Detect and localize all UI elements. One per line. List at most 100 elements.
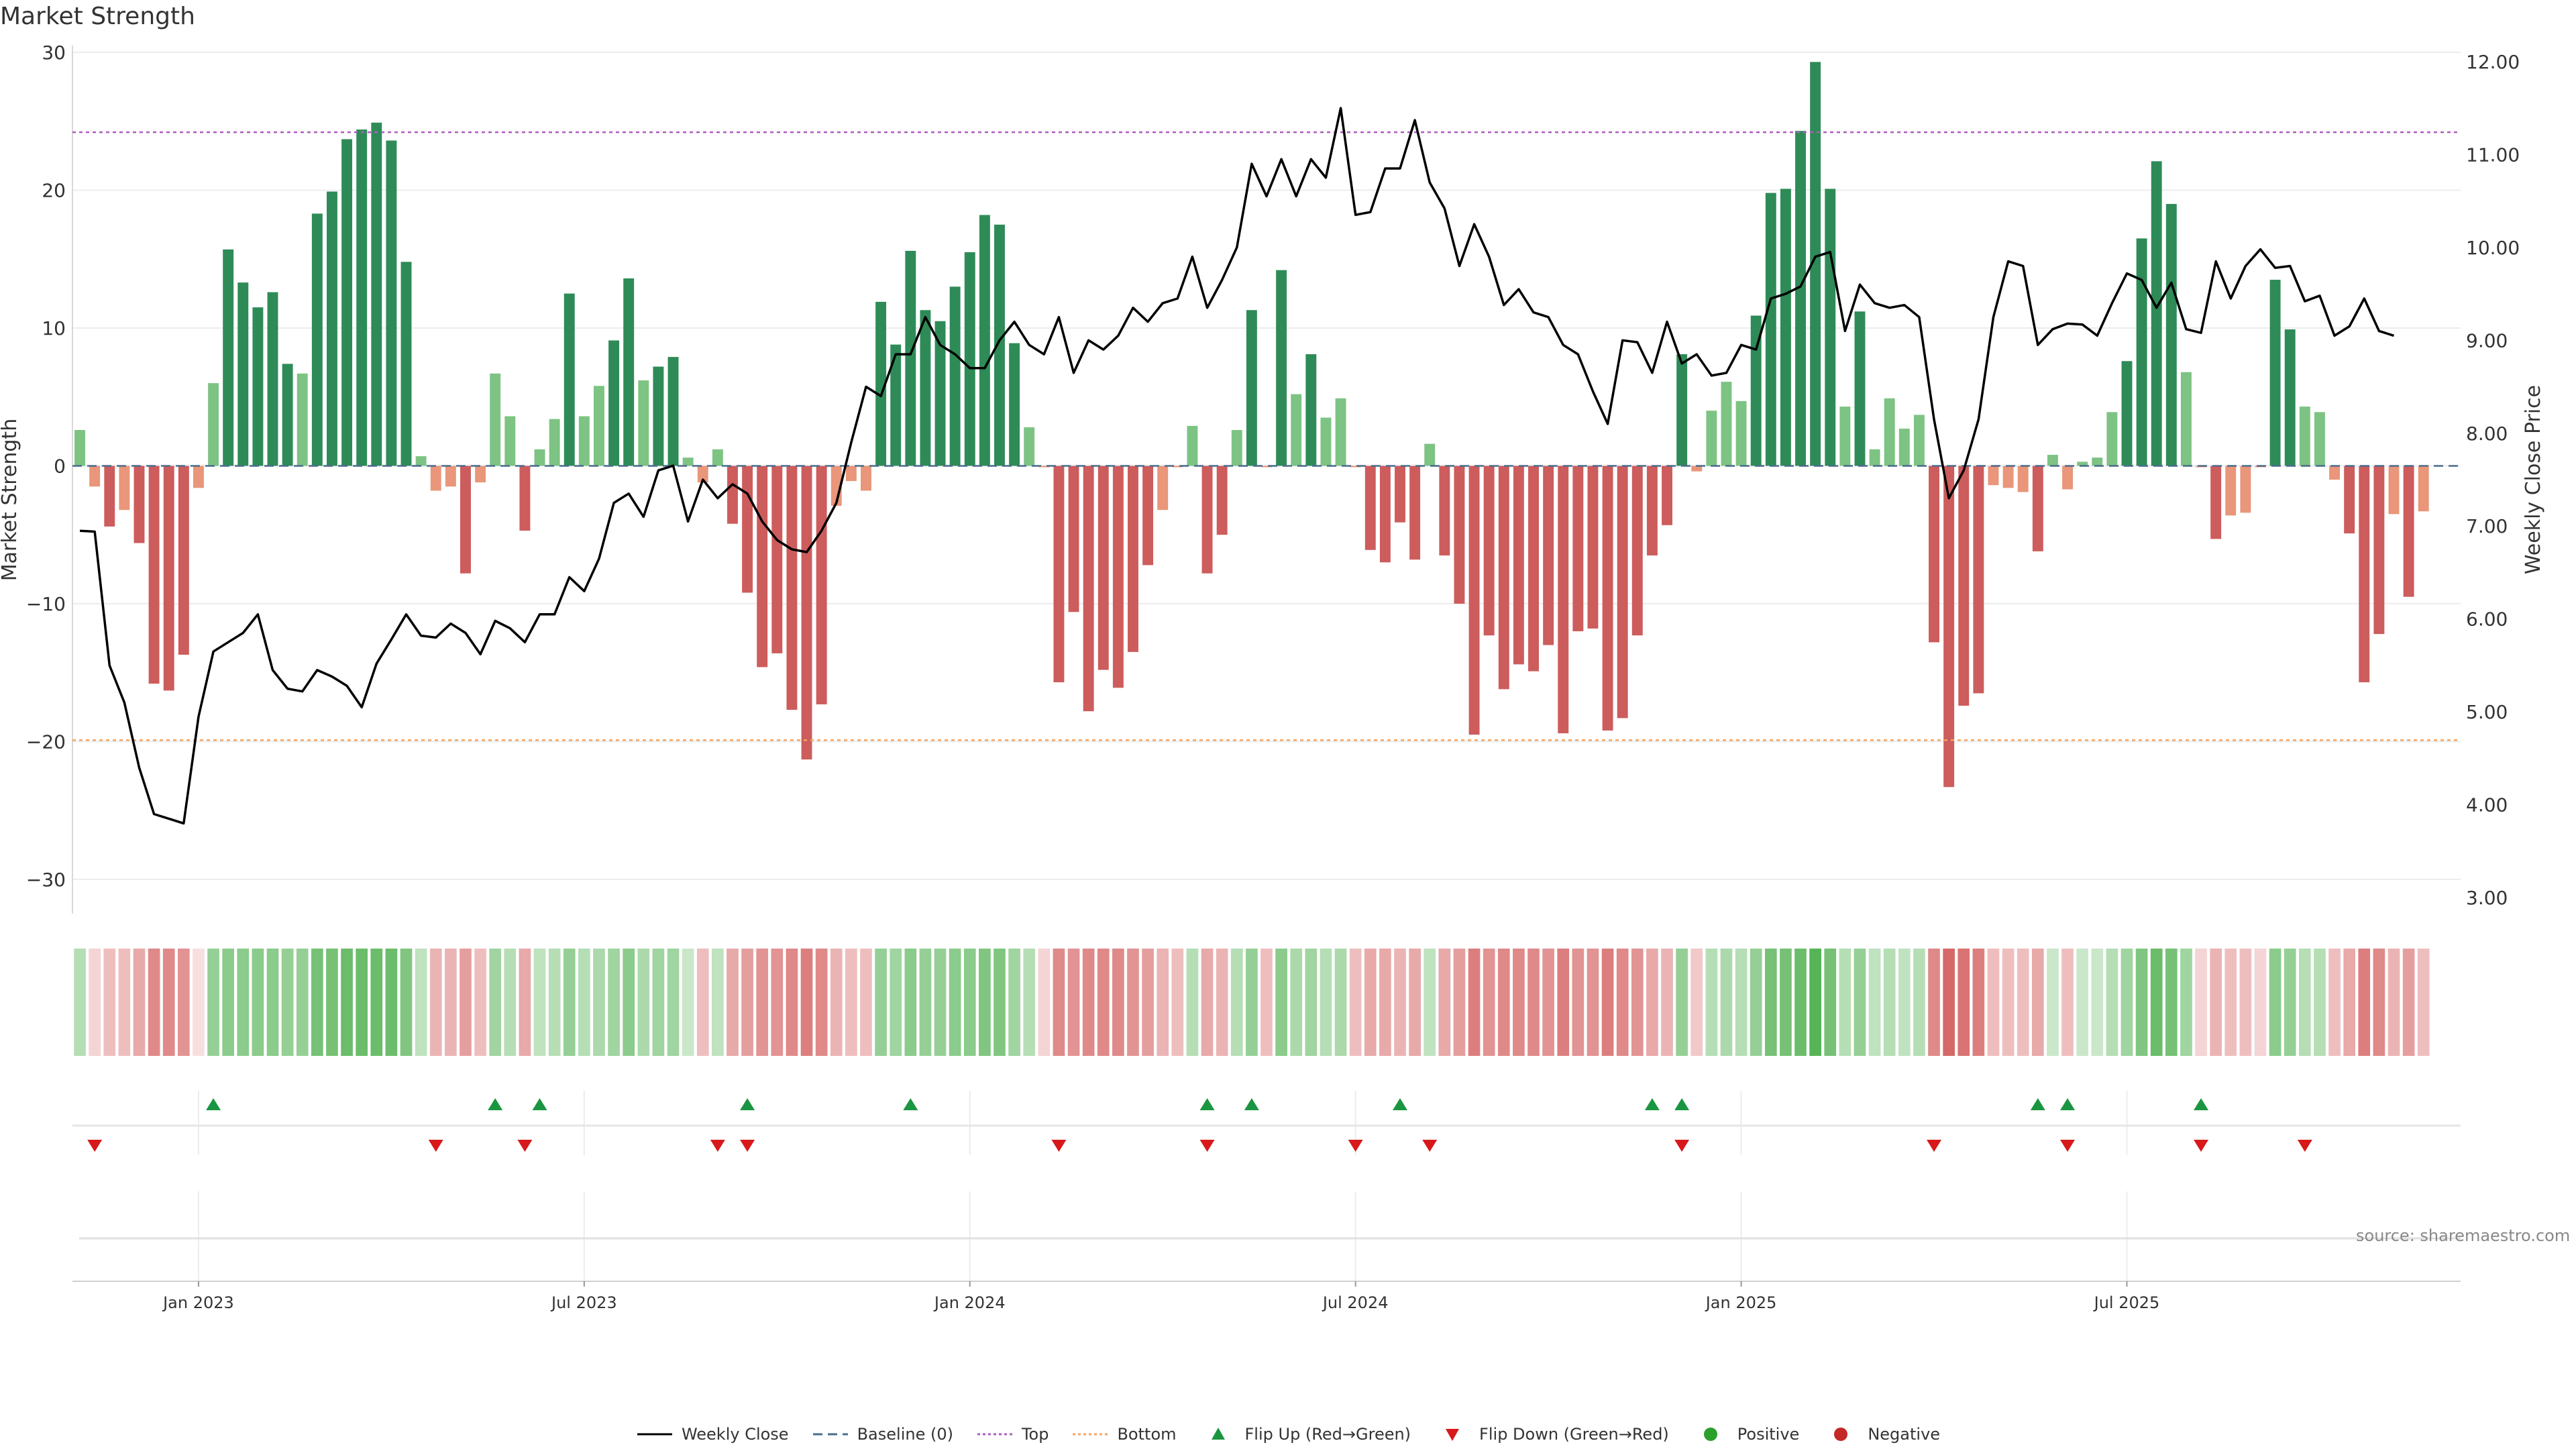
heatmap-cell [963,949,976,1056]
strength-bar [1157,466,1169,511]
legend-label: Baseline (0) [857,1425,953,1444]
heatmap-cell [2076,949,2088,1056]
flip-down-marker [1422,1140,1438,1152]
heatmap-cell [2387,949,2400,1056]
y-right-tick-label: 12.00 [2466,51,2520,73]
strength-bar [1662,466,1672,525]
flip-down-marker [517,1140,533,1152]
heatmap-cell [1764,949,1777,1056]
x-tick-label: Jan 2023 [162,1293,234,1312]
strength-bar [1187,425,1198,466]
legend-negative[interactable]: Negative [1822,1425,1940,1444]
strength-bar [816,466,827,704]
heatmap-cell [652,949,665,1056]
legend-dotted-purple-symbol [976,1426,1014,1442]
y-right-tick-label: 7.00 [2466,515,2508,537]
strength-bar [104,466,115,527]
heatmap-cell [1409,949,1421,1056]
strength-bar [667,357,679,466]
legend: Weekly Close Baseline (0) Top Bottom Fli… [0,1425,2576,1444]
strength-bar [994,224,1005,466]
strength-bar [1572,466,1584,632]
strength-bar [1721,382,1732,466]
heatmap-cell [1453,949,1466,1056]
heatmap-cell [1246,949,1258,1056]
legend-label: Flip Up (Red→Green) [1244,1425,1411,1444]
strength-bar [623,278,635,466]
heatmap-cell [1260,949,1273,1056]
legend-weekly-close[interactable]: Weekly Close [636,1425,789,1444]
heatmap-cell [281,949,294,1056]
heatmap-cell [1868,949,1881,1056]
strength-bar [1765,193,1776,466]
heatmap-cell [815,949,828,1056]
heatmap-cell [237,949,250,1056]
legend-positive[interactable]: Positive [1692,1425,1799,1444]
heatmap-cell [786,949,798,1056]
heatmap-cell [1587,949,1599,1056]
heatmap-cell [845,949,857,1056]
red-circle-icon [1822,1426,1860,1442]
legend-line-symbol [636,1426,674,1442]
strength-bar [1958,466,1970,706]
x-tick-label: Jul 2024 [1322,1293,1389,1312]
strength-bar [1750,315,1762,466]
strength-bar [1009,343,1020,466]
heatmap-cell [400,949,413,1056]
strength-bar [964,252,975,466]
heatmap-cell [919,949,932,1056]
heatmap-cell [979,949,991,1056]
strength-bar [1973,466,1984,694]
strength-bar [1231,430,1242,466]
strength-bar [697,466,708,483]
strength-bar [400,262,412,466]
heatmap-cell [266,949,279,1056]
strength-bar [608,340,620,466]
strength-bar [786,466,798,710]
legend-dotted-orange-symbol [1071,1426,1109,1442]
legend-top[interactable]: Top [976,1425,1049,1444]
heatmap-cell [756,949,769,1056]
heatmap-cell [1305,949,1318,1056]
heatmap-cell [429,949,442,1056]
y-axis-left: 30 20 10 0 −10 −20 −30 [26,42,66,891]
legend-flip-up[interactable]: Flip Up (Red→Green) [1199,1425,1411,1444]
heatmap-cell [1334,949,1347,1056]
strength-bar [1128,466,1138,652]
y-right-tick-label: 5.00 [2466,701,2508,723]
heatmap-cell [2224,949,2237,1056]
heatmap-cell [949,949,961,1056]
heatmap-cell [1394,949,1406,1056]
heatmap-cell [1424,949,1436,1056]
heatmap-cell [1646,949,1658,1056]
legend-bottom[interactable]: Bottom [1071,1425,1177,1444]
heatmap-cell [1379,949,1391,1056]
x-tick-label: Jul 2025 [2093,1293,2160,1312]
heatmap-cell [1839,949,1851,1056]
strength-bar [712,449,723,466]
strength-bar [1884,398,1895,466]
heatmap-cell [682,949,694,1056]
strength-bars [74,62,2429,788]
strength-bar [1068,466,1079,612]
legend-flip-down[interactable]: Flip Down (Green→Red) [1434,1425,1669,1444]
chart-title: Market Strength [0,3,195,30]
heatmap-cell [148,949,160,1056]
heatmap-cell [1987,949,2000,1056]
strength-bar [905,250,916,466]
strength-bar [2151,161,2162,466]
legend-baseline[interactable]: Baseline (0) [812,1425,953,1444]
y-left-tick-label: 20 [42,179,66,201]
heatmap-cell [489,949,502,1056]
weekly-close-line [79,107,2395,825]
strength-bar [311,213,323,466]
flip-down-marker [1674,1140,1690,1152]
heatmap-cell [1349,949,1362,1056]
heatmap-cell [296,949,309,1056]
strength-bar [890,344,902,466]
strength-bar [356,129,368,466]
heatmap-cell [563,949,576,1056]
strength-bar [148,466,160,684]
legend-label: Top [1021,1425,1049,1444]
strength-bar [1913,415,1925,466]
